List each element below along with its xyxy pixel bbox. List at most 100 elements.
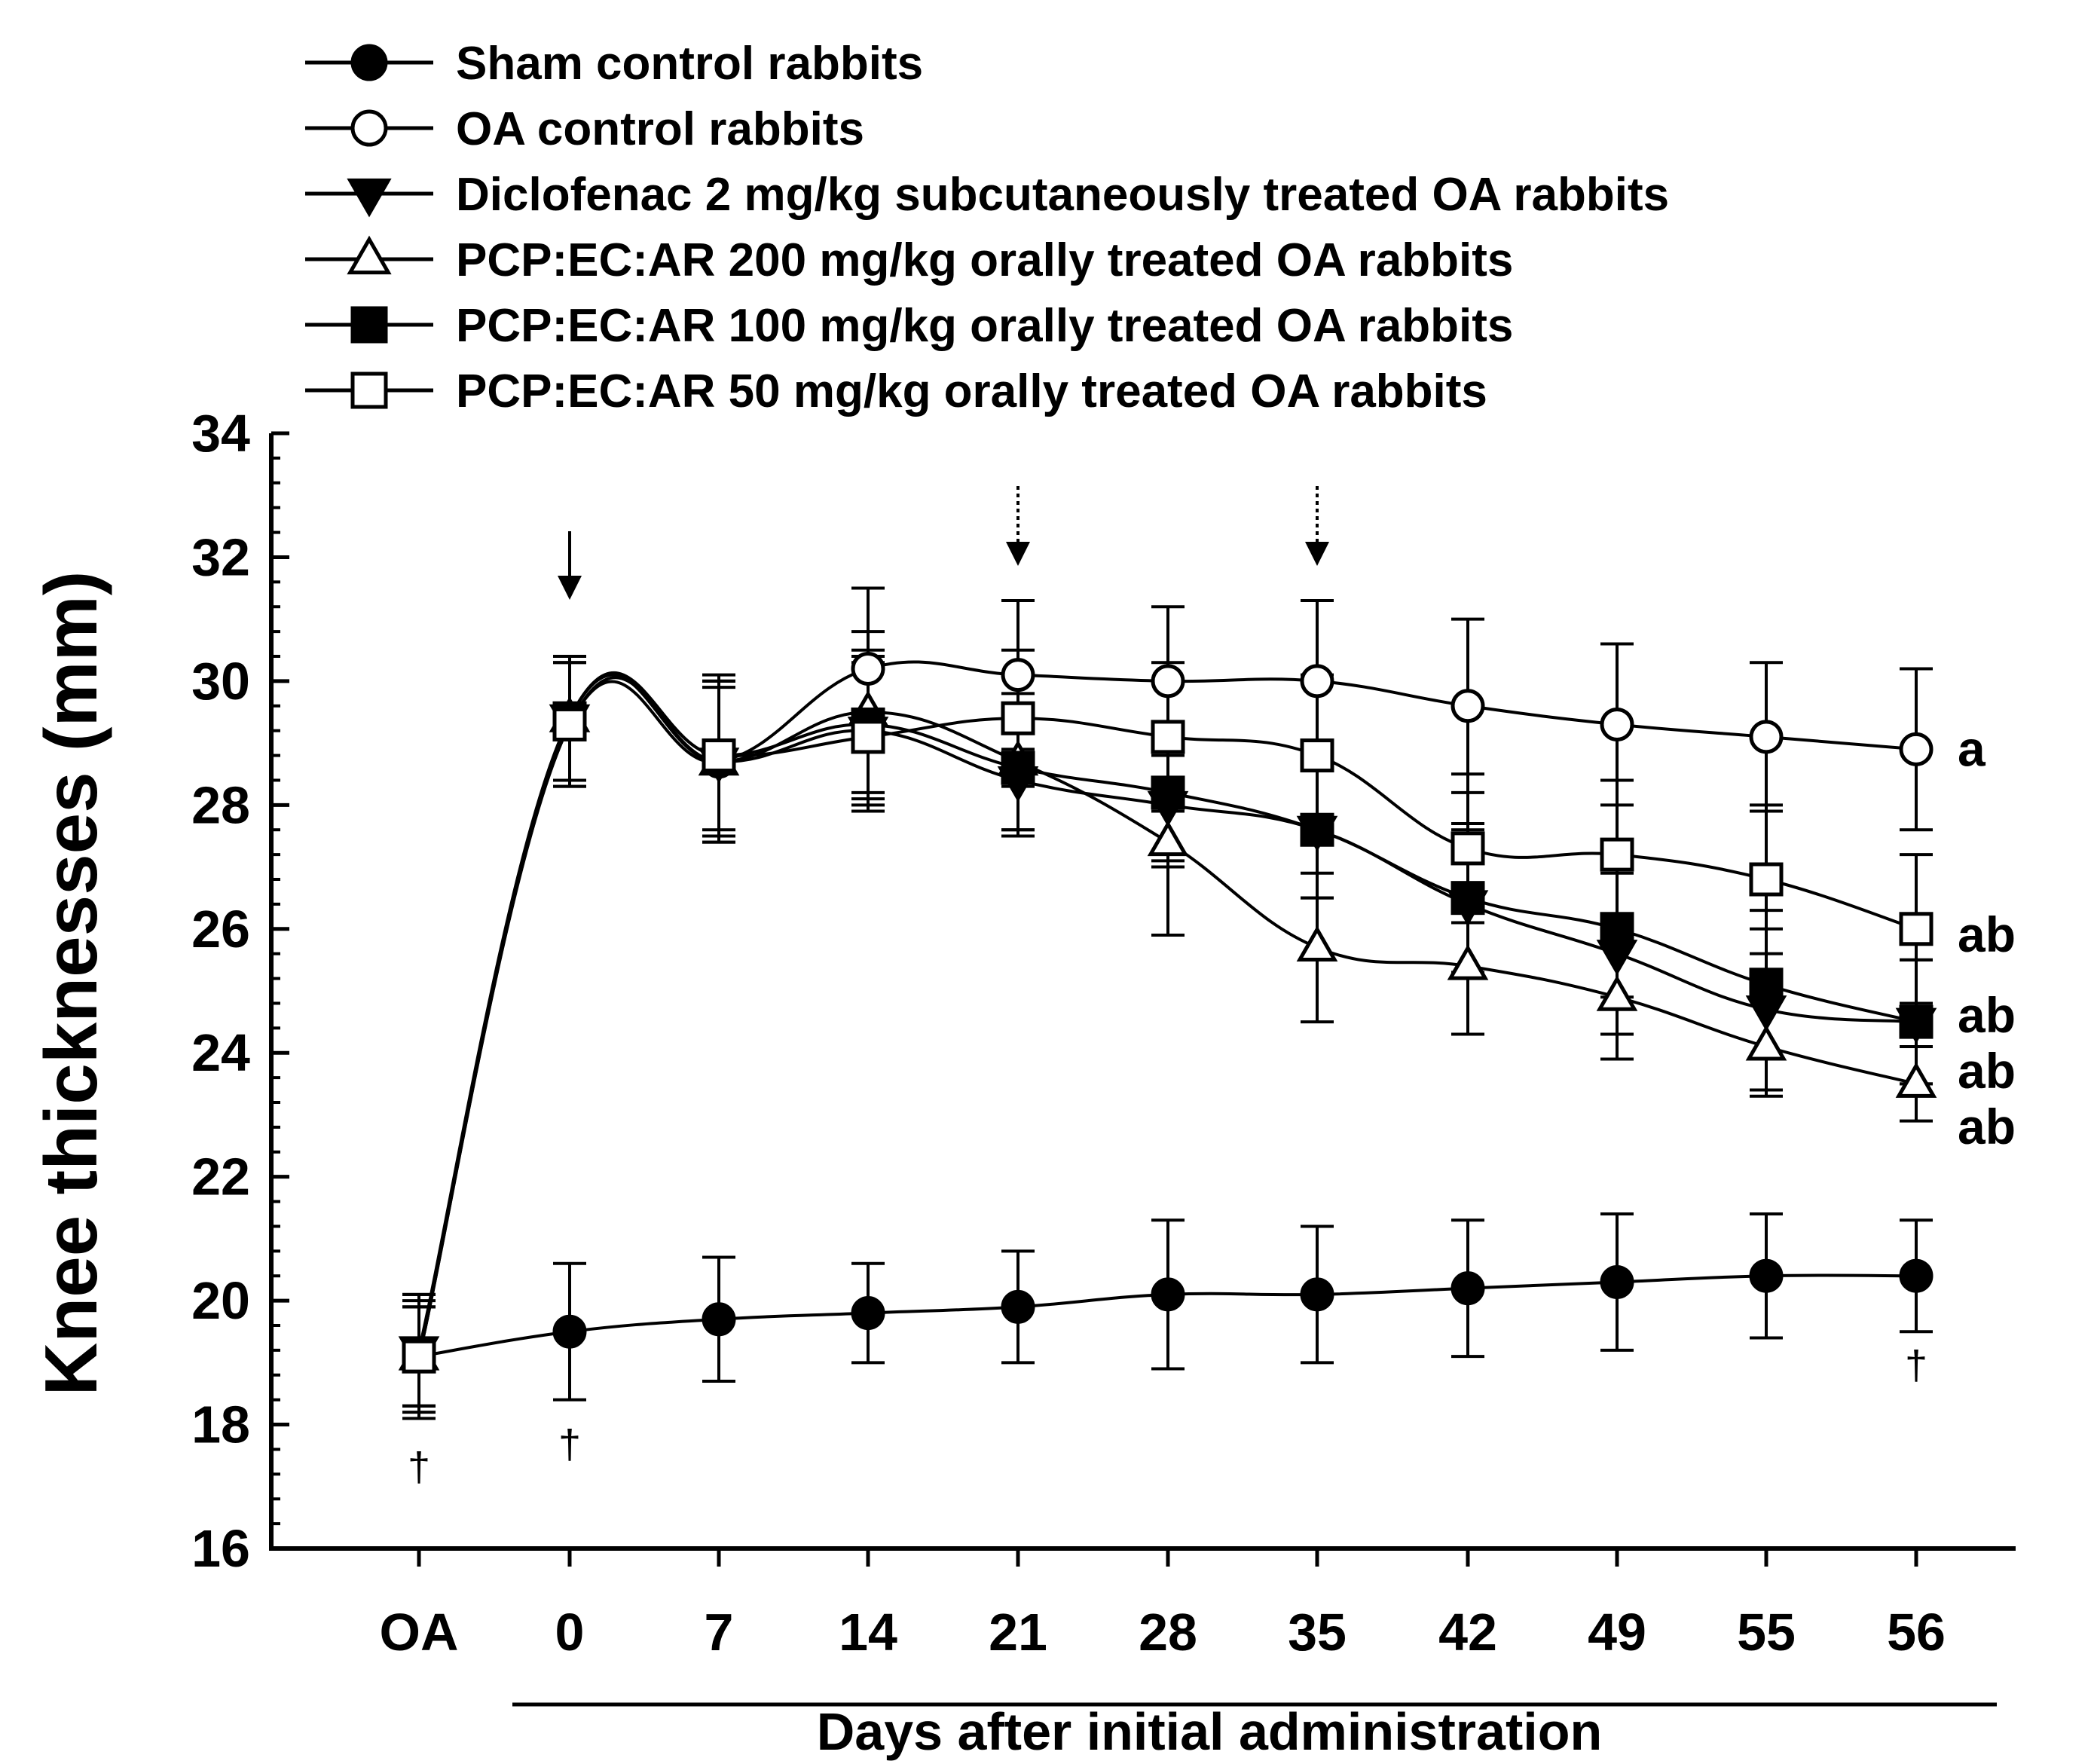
legend-label: PCP:EC:AR 100 mg/kg orally treated OA ra… [456,300,1513,352]
y-tick-label: 30 [191,652,250,711]
plot-area [398,586,1937,1420]
x-tick-label: 55 [1737,1603,1796,1662]
marker-circle-open [1600,707,1634,741]
dagger-mark: † [558,1422,581,1467]
marker-square-open [1600,837,1634,872]
significance-label: ab [1958,906,2016,962]
legend-item: OA control rabbits [305,103,864,155]
marker-square-open [1749,862,1784,897]
arrow-dotted [1006,486,1030,566]
y-tick-label: 16 [191,1519,250,1578]
x-tick-label: 7 [705,1603,734,1662]
arrow-head [558,576,582,600]
marker-square-open [350,371,388,409]
arrow-solid [558,531,582,600]
x-tick-label: 28 [1139,1603,1197,1662]
marker-triangle-down-filled [347,178,392,218]
marker-square-open [1300,738,1334,773]
marker-square-open [552,707,587,741]
marker-circle-filled [1451,1271,1485,1306]
marker-square-filled [1001,751,1035,785]
marker-square-filled [1899,1004,1934,1039]
marker-circle-open [1749,720,1784,754]
marker-circle-open [1899,732,1934,766]
significance-label: ab [1958,987,2016,1043]
marker-triangle-up-open [1447,944,1489,980]
y-tick-label: 28 [191,775,250,834]
marker-square-open [851,720,885,754]
axes: 16 18 20 22 24 26 28 30 32 34 OA 0 7 14 21 28 35 42 49 55 56… [29,404,2016,1761]
marker-triangle-up-open [347,235,392,275]
marker-circle-open [851,651,885,686]
legend-label: OA control rabbits [456,103,864,155]
significance-label: ab [1958,1043,2016,1099]
x-tick-label: 21 [989,1603,1047,1662]
arrow-dotted [1305,486,1329,566]
marker-triangle-up-open [1296,925,1338,961]
y-tick-label: 22 [191,1148,250,1206]
marker-circle-filled [851,1296,885,1331]
marker-square-filled [1151,775,1185,810]
y-tick-label: 32 [191,527,250,586]
legend-item: PCP:EC:AR 50 mg/kg orally treated OA rab… [305,365,1487,417]
legend-item: PCP:EC:AR 200 mg/kg orally treated OA ra… [305,234,1513,286]
marker-square-filled [1749,968,1784,1002]
marker-circle-filled [1001,1289,1035,1324]
legend-item: Sham control rabbits [305,38,923,90]
marker-triangle-up-open [1895,1062,1937,1098]
legend-label: Sham control rabbits [456,38,923,90]
marker-circle-filled [552,1314,587,1349]
marker-square-filled [1600,912,1634,946]
marker-square-open [1001,701,1035,735]
marker-circle-open [1151,664,1185,699]
marker-triangle-up-open [1596,975,1638,1011]
x-tick-label: 56 [1887,1603,1946,1662]
x-tick-label: OA [380,1603,459,1662]
marker-triangle-up-open [1745,1024,1787,1061]
x-tick-label: 35 [1288,1603,1347,1662]
legend: Sham control rabbits OA control rabbits Di… [305,38,1669,417]
marker-circle-filled [702,1302,736,1337]
x-tick-label: 49 [1588,1603,1646,1662]
marker-square-open [1899,912,1934,946]
marker-circle-open [1300,664,1334,699]
x-tick-label: 42 [1438,1603,1497,1662]
marker-circle-filled [350,44,388,81]
marker-square-open [402,1339,436,1374]
marker-triangle-up-open [1147,820,1189,857]
marker-square-filled [350,306,388,344]
marker-circle-open [1451,689,1485,723]
x-tick-label: 14 [839,1603,897,1662]
y-tick-label: 20 [191,1271,250,1330]
marker-circle-filled [1600,1264,1634,1299]
marker-circle-open [350,109,388,147]
y-tick-label: 26 [191,900,250,958]
arrow-head [1305,542,1329,566]
marker-square-open [1451,831,1485,866]
y-tick-label: 24 [191,1023,250,1082]
marker-square-filled [1451,881,1485,916]
marker-square-filled [1300,812,1334,847]
y-tick-label: 18 [191,1396,250,1454]
dagger-mark: † [408,1445,430,1490]
legend-item: PCP:EC:AR 100 mg/kg orally treated OA ra… [305,300,1513,352]
marker-circle-filled [1151,1277,1185,1312]
legend-label: Diclofenac 2 mg/kg subcutaneously treate… [456,169,1669,221]
y-tick-label: 34 [191,404,250,463]
significance-label: ab [1958,1099,2016,1154]
marker-square-open [702,738,736,773]
marker-square-open [1151,720,1185,754]
marker-circle-open [1001,658,1035,692]
dagger-mark: † [1905,1343,1927,1388]
x-axis-title: Days after initial administration [817,1702,1602,1761]
arrow-head [1006,542,1030,566]
y-axis-title: Knee thicknesses (mm) [29,571,112,1396]
marker-circle-filled [1300,1277,1334,1312]
x-tick-label: 0 [555,1603,585,1662]
marker-circle-filled [1899,1258,1934,1293]
significance-label: a [1958,720,1986,776]
legend-label: PCP:EC:AR 50 mg/kg orally treated OA rab… [456,365,1487,417]
legend-label: PCP:EC:AR 200 mg/kg orally treated OA ra… [456,234,1513,286]
